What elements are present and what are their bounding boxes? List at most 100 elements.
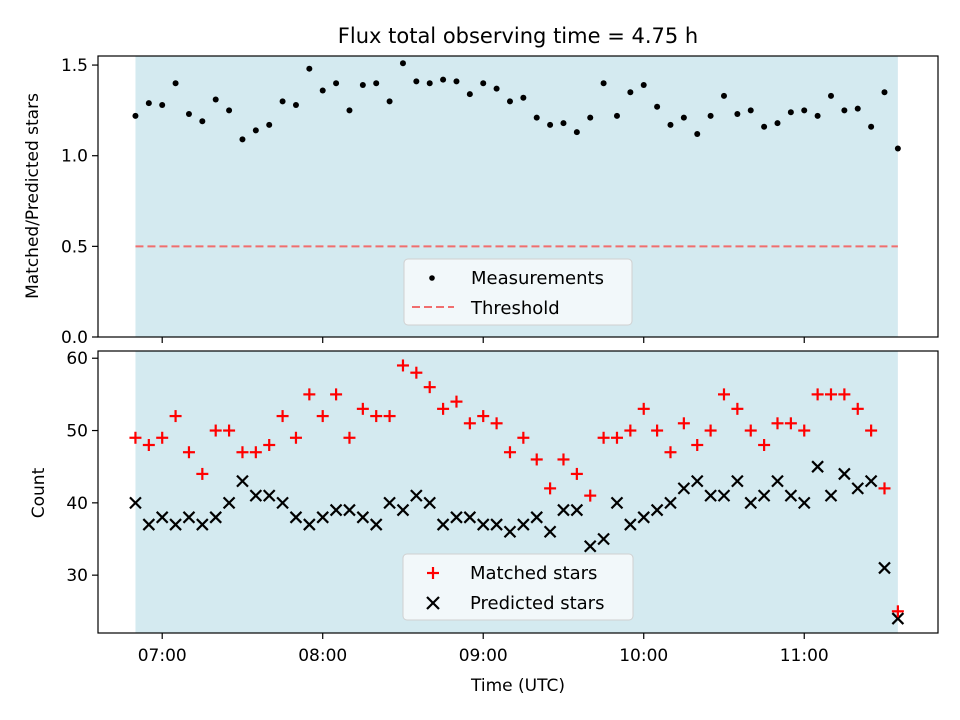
measurement-point xyxy=(640,82,647,89)
count-panel: 30 40 50 60 07:00 08:00 09:00 10:00 11:00 Count… xyxy=(29,349,939,696)
measurement-point xyxy=(854,105,861,112)
predicted-star-marker xyxy=(450,511,463,524)
predicted-star-marker xyxy=(543,525,557,539)
matched-star-marker xyxy=(758,439,771,451)
measurement-point xyxy=(734,111,741,118)
matched-star-marker xyxy=(544,482,557,495)
count-legend: Matched stars Predicted stars xyxy=(402,553,634,621)
measurement-point xyxy=(453,78,460,85)
measurement-point xyxy=(560,120,567,127)
measurement-point xyxy=(827,92,834,99)
matched-star-marker xyxy=(236,446,249,459)
matched-star-marker xyxy=(570,467,583,480)
predicted-star-marker xyxy=(784,489,798,502)
predicted-star-marker xyxy=(329,503,343,517)
measurement-point xyxy=(306,65,313,72)
matched-star-marker xyxy=(303,388,316,401)
predicted-star-marker xyxy=(169,518,182,531)
x-axis-label: Time (UTC) xyxy=(470,676,565,696)
measurement-point xyxy=(373,80,380,87)
measurement-point xyxy=(145,100,152,107)
ratio-ytick-label: 1.5 xyxy=(61,56,88,76)
predicted-star-markers xyxy=(129,460,905,625)
predicted-star-marker xyxy=(677,482,691,495)
predicted-star-marker xyxy=(410,489,423,502)
count-legend-box xyxy=(402,553,634,621)
measurement-point xyxy=(480,80,487,87)
matched-star-marker xyxy=(865,424,878,437)
matched-star-marker xyxy=(316,410,329,423)
ratio-panel: 0.0 0.5 1.0 1.5 Matched/Predicted stars Mea… xyxy=(23,55,939,348)
matched-star-marker xyxy=(798,424,811,437)
measurement-point xyxy=(185,111,192,118)
ratio-legend-box xyxy=(403,258,633,326)
predicted-star-marker xyxy=(864,474,878,488)
ratio-plot-frame xyxy=(97,55,939,338)
measurement-point xyxy=(707,112,714,119)
measurement-point xyxy=(627,89,634,96)
measurement-point xyxy=(680,114,687,121)
predicted-star-marker xyxy=(610,496,624,510)
matched-star-marker xyxy=(276,410,289,423)
measurement-point xyxy=(774,120,781,127)
ratio-ytick-label: 0.0 xyxy=(61,328,88,348)
predicted-star-marker xyxy=(303,518,316,531)
matched-star-marker xyxy=(156,431,169,444)
measurement-point xyxy=(694,130,701,137)
predicted-star-marker xyxy=(436,518,450,531)
measurement-point xyxy=(466,91,473,98)
matched-star-marker xyxy=(182,446,195,459)
measurement-point xyxy=(399,60,406,67)
predicted-star-marker xyxy=(824,489,838,502)
measurement-point xyxy=(132,112,139,119)
matched-star-marker xyxy=(664,446,677,459)
matched-star-marker xyxy=(410,366,423,379)
predicted-star-marker xyxy=(289,511,303,524)
matched-star-marker xyxy=(717,388,730,401)
predicted-star-marker xyxy=(570,503,584,517)
count-xtick-label: 09:00 xyxy=(459,646,508,666)
matched-star-marker xyxy=(610,431,623,444)
measurement-point xyxy=(493,85,500,92)
measurement-point xyxy=(252,127,259,134)
measurement-point xyxy=(226,107,233,114)
ratio-y-axis-label: Matched/Predicted stars xyxy=(23,93,43,299)
count-ytick-label: 50 xyxy=(66,422,88,442)
predicted-star-marker xyxy=(797,496,811,510)
matched-star-marker xyxy=(169,410,182,423)
matched-star-marker xyxy=(744,424,757,437)
matched-star-marker xyxy=(196,467,209,480)
measurement-point xyxy=(172,80,179,87)
measurement-point xyxy=(159,101,166,108)
predicted-star-marker xyxy=(129,496,142,510)
matched-star-marker xyxy=(517,431,530,444)
predicted-star-marker xyxy=(209,511,222,524)
matched-star-marker xyxy=(624,424,637,437)
measurement-point xyxy=(667,121,674,128)
count-ytick-label: 40 xyxy=(66,494,88,514)
matched-star-marker xyxy=(811,388,824,401)
ratio-ytick-label: 1.0 xyxy=(61,147,88,167)
predicted-star-marker xyxy=(383,496,396,510)
count-x-ticks: 07:00 08:00 09:00 10:00 11:00 xyxy=(138,633,829,666)
measurement-point xyxy=(613,112,620,119)
predicted-star-marker xyxy=(624,518,637,531)
predicted-star-marker xyxy=(704,489,717,502)
matched-star-marker xyxy=(450,395,463,408)
matched-star-marker xyxy=(383,410,396,423)
measurement-point xyxy=(319,87,326,94)
predicted-star-marker xyxy=(744,496,758,510)
ratio-legend: Measurements Threshold xyxy=(403,258,633,326)
legend-predicted-marker xyxy=(426,596,440,610)
count-plot-frame xyxy=(97,350,939,634)
measurement-point xyxy=(600,80,607,87)
matched-star-marker xyxy=(503,446,516,459)
predicted-star-marker xyxy=(771,474,784,488)
count-xtick-label: 10:00 xyxy=(619,646,668,666)
predicted-star-marker xyxy=(557,503,570,517)
measurement-point xyxy=(720,92,727,99)
legend-measurements-marker xyxy=(429,275,435,281)
matched-star-marker xyxy=(249,446,262,459)
measurement-points xyxy=(132,60,901,152)
predicted-star-marker xyxy=(423,496,436,510)
